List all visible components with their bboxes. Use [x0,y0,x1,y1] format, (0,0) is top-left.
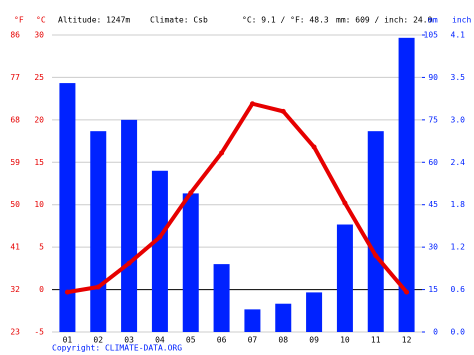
climate: Climate: Csb [150,16,208,25]
point [157,234,163,240]
point [311,144,317,150]
bar [182,193,199,332]
y-tick-label: 10 [34,200,44,209]
bar [121,119,138,332]
y-tick-label-f: 50 [10,200,20,209]
x-tick-label: 01 [63,336,73,345]
x-tick-label: 05 [186,336,196,345]
y2-tick-label: 60 [428,158,438,167]
y2-tick-label-inch: 1.2 [451,243,466,252]
y-tick-label-f: 86 [10,31,20,40]
copyright: Copyright: CLIMATE-DATA.ORG [52,344,182,353]
unit-mm: mm [428,16,438,25]
x-tick-label: 06 [217,336,227,345]
y-tick-label: 0 [39,285,44,294]
point [249,101,255,107]
point [219,150,225,156]
y-tick-label-f: 59 [10,158,20,167]
bar [275,303,292,332]
y-tick-label-f: 68 [10,115,20,124]
y-tick-label-f: 32 [10,285,20,294]
y-tick-label-f: 23 [10,328,20,337]
x-tick-label: 12 [402,336,412,345]
y2-tick-label-inch: 3.0 [451,115,466,124]
x-tick-label: 08 [278,336,288,345]
bar [367,131,384,332]
bar [398,37,415,332]
altitude: Altitude: 1247m [58,16,130,25]
y2-tick-label: 105 [424,31,439,40]
point [95,284,101,290]
x-tick-label: 04 [155,336,165,345]
x-tick-label: 02 [93,336,103,345]
line [67,101,409,295]
y2-tick-label-inch: 0.6 [451,285,466,294]
x-tick-label: 11 [371,336,381,345]
y-tick-label-f: 41 [10,243,20,252]
unit-f: °F [14,16,24,25]
x-tick-label: 10 [340,336,350,345]
y2-tick-label: 30 [428,243,438,252]
precipitation-summary: mm: 609 / inch: 24.0 [336,16,433,25]
y2-tick-label-inch: 2.4 [451,158,466,167]
point [64,289,70,295]
y-tick-label: 25 [34,73,44,82]
point [188,190,194,196]
point [342,200,348,206]
unit-inch: inch [452,16,471,25]
y-tick-label: 20 [34,115,44,124]
unit-c: °C [36,16,46,25]
y2-tick-label-inch: 4.1 [451,31,466,40]
y2-tick-label-inch: 3.5 [451,73,466,82]
y-tick-label: 15 [34,158,44,167]
point [373,253,379,259]
bar [244,309,261,332]
x-tick-label: 09 [309,336,319,345]
bar [336,224,353,332]
bar [306,292,323,332]
y2-tick-label: 0 [433,328,438,337]
point [126,260,132,266]
x-tick-label: 03 [124,336,134,345]
y-tick-label: 5 [39,243,44,252]
y2-tick-label-inch: 0.0 [451,328,466,337]
x-tick-label: 07 [248,336,258,345]
bar [213,264,230,332]
y2-tick-label: 90 [428,73,438,82]
point [280,108,286,114]
y-tick-label-f: 77 [10,73,20,82]
y-tick-label: 30 [34,31,44,40]
y2-tick-label-inch: 1.8 [451,200,466,209]
y-tick-label: -5 [34,328,44,337]
temperature-summary: °C: 9.1 / °F: 48.3 [242,16,329,25]
y2-tick-label: 45 [428,200,438,209]
bar [90,131,107,332]
bar [59,83,76,332]
bar [151,170,168,332]
y2-tick-label: 75 [428,115,438,124]
point [404,289,410,295]
y2-tick-label: 15 [428,285,438,294]
